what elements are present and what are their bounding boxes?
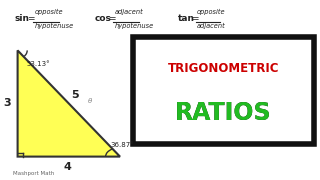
Text: adjacent: adjacent <box>197 23 226 29</box>
Text: TRIGONOMETRIC: TRIGONOMETRIC <box>168 62 279 75</box>
Text: cos: cos <box>94 14 111 23</box>
Text: RATIOS: RATIOS <box>175 101 272 125</box>
Text: 4: 4 <box>63 162 71 172</box>
Text: Mashport Math: Mashport Math <box>13 171 54 176</box>
Polygon shape <box>18 50 120 157</box>
Text: opposite: opposite <box>197 9 226 15</box>
Text: 5: 5 <box>71 90 79 100</box>
Text: opposite: opposite <box>35 9 63 15</box>
Text: hypotenuse: hypotenuse <box>115 23 154 29</box>
Text: RATIOS: RATIOS <box>175 101 272 125</box>
Text: =: = <box>27 14 35 23</box>
Text: 3: 3 <box>3 98 11 108</box>
Text: 36.87°: 36.87° <box>110 142 134 148</box>
Bar <box>133 37 314 144</box>
Text: adjacent: adjacent <box>115 9 143 15</box>
Text: 53.13°: 53.13° <box>27 61 50 67</box>
Text: =: = <box>191 14 198 23</box>
Text: hypotenuse: hypotenuse <box>35 23 74 29</box>
Text: tan: tan <box>178 14 195 23</box>
Text: sin: sin <box>14 14 29 23</box>
Text: =: = <box>108 14 116 23</box>
Text: θ: θ <box>87 98 92 104</box>
